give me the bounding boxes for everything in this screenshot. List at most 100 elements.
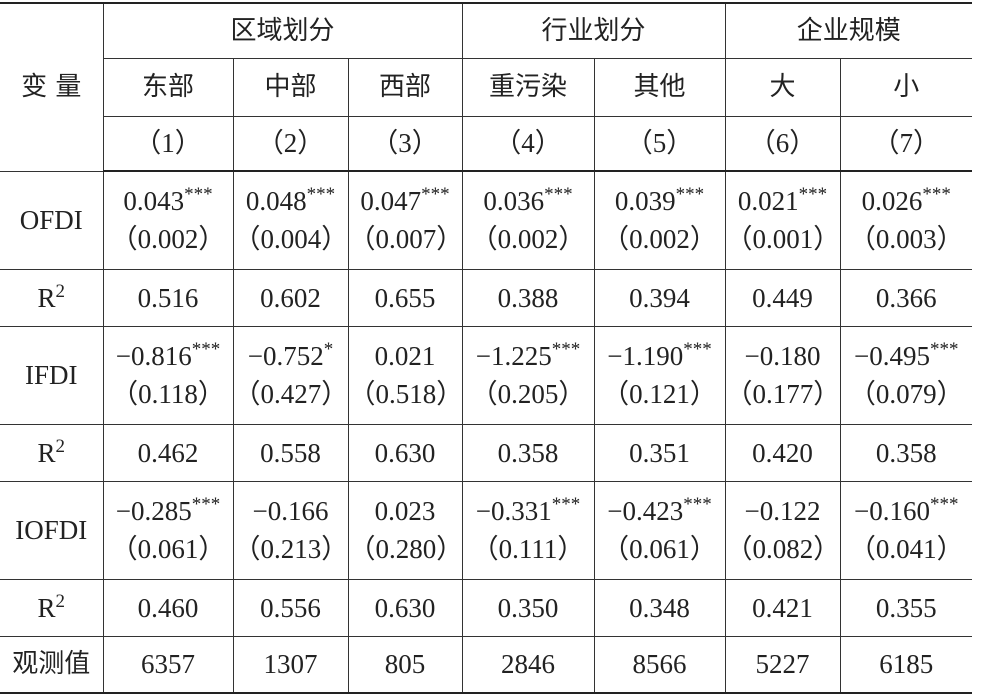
value-cell: 0.655 [347, 268, 463, 327]
coefficient: −1.190 [607, 341, 684, 371]
standard-error: （0.177） [725, 379, 841, 409]
value-cell: 8566 [593, 635, 726, 694]
subgroup-header: 小 [839, 57, 973, 117]
coef-line: −1.225*** [463, 337, 593, 375]
row-label: IOFDI [0, 480, 104, 580]
group-header: 区域划分 [102, 2, 463, 59]
coefficient: 0.048 [245, 186, 307, 217]
standard-error: （0.118） [111, 379, 225, 409]
significance: *** [184, 184, 213, 206]
coef-line: −0.752* [234, 337, 347, 375]
table-row: （1） （2） （3） （4） （5） （6） （7） [0, 115, 973, 172]
value-cell: 0.460 [102, 578, 234, 637]
coefficient: 0.021 [374, 341, 436, 371]
value-cell: 0.421 [724, 578, 841, 637]
coefficient: 0.036 [483, 186, 545, 217]
coef-cell: −0.166 （0.213） [232, 480, 349, 580]
coef-line: −0.331*** [463, 492, 593, 530]
value-cell: 2846 [461, 635, 595, 694]
coef-line: −0.285*** [104, 492, 232, 530]
subgroup-header: 中部 [232, 57, 349, 117]
value-cell: 0.388 [461, 268, 595, 327]
value-cell: 6185 [839, 635, 973, 694]
standard-error: （0.003） [848, 224, 964, 255]
coef-line: −0.495*** [841, 337, 972, 375]
coef-cell: 0.021*** （0.001） [724, 170, 841, 270]
table-row: 东部 中部 西部 重污染 其他大小 [0, 57, 973, 117]
coef-line: 0.043*** [104, 182, 232, 220]
standard-error: （0.041） [848, 534, 964, 564]
coef-line: −0.816*** [104, 337, 232, 375]
coefficient: 0.026 [861, 186, 923, 217]
standard-error: （0.007） [348, 224, 463, 255]
group-header: 企业规模 [724, 2, 973, 59]
standard-error: （0.082） [725, 534, 841, 564]
coef-cell: 0.023 （0.280） [347, 480, 463, 580]
table-row: IFDI −0.816*** （0.118） −0.752* （0.427） 0.021 （… [0, 325, 973, 425]
coef-cell: −1.225*** （0.205） [461, 325, 595, 425]
value-cell: 6357 [102, 635, 234, 694]
label-sup: 2 [55, 280, 66, 302]
coef-line: 0.021*** [726, 182, 839, 220]
label-sup: 2 [55, 435, 66, 457]
coef-line: 0.039*** [595, 182, 724, 220]
coef-line: 0.026*** [841, 182, 972, 220]
coefficient: −0.285 [115, 496, 192, 526]
coefficient: −0.160 [854, 496, 931, 526]
value-cell: 805 [347, 635, 463, 694]
label-base: R [37, 437, 56, 468]
column-number: （4） [461, 115, 595, 172]
coefficient: 0.039 [614, 186, 676, 217]
coef-cell: 0.043*** （0.002） [102, 170, 234, 270]
significance: *** [683, 339, 712, 360]
standard-error: （0.061） [602, 534, 717, 564]
table-row: R2 0.460 0.556 0.630 0.350 0.348 0.421 0.355 [0, 578, 973, 637]
coefficient: −1.225 [475, 341, 552, 371]
significance: * [323, 339, 334, 360]
value-cell: 0.355 [839, 578, 973, 637]
value-cell: 0.630 [347, 423, 463, 482]
coef-cell: −0.180 （0.177） [724, 325, 841, 425]
column-number: （3） [347, 115, 463, 172]
table-row: 变 量区域划分 行业划分 企业规模 [0, 2, 973, 172]
coef-line: 0.047*** [349, 182, 461, 220]
coefficient: −0.495 [854, 341, 931, 371]
coefficient: −0.180 [744, 341, 821, 371]
subgroup-header: 大 [724, 57, 841, 117]
row-label: R2 [0, 423, 104, 482]
coef-line: −1.190*** [595, 337, 724, 375]
row-label: OFDI [0, 170, 104, 270]
coef-cell: −0.752* （0.427） [232, 325, 349, 425]
value-cell: 0.630 [347, 578, 463, 637]
row-label: R2 [0, 268, 104, 327]
label-base: R [37, 282, 56, 313]
variable-header: 变 量 [0, 2, 104, 172]
coefficient: 0.043 [123, 186, 185, 217]
significance: *** [675, 184, 705, 206]
subgroup-header: 重污染 [461, 57, 595, 117]
coef-line: 0.021 [349, 337, 461, 375]
standard-error: （0.002） [602, 224, 717, 255]
value-cell: 0.516 [102, 268, 234, 327]
standard-error: （0.079） [848, 379, 964, 409]
subgroup-header: 西部 [347, 57, 463, 117]
coef-cell: −0.331*** （0.111） [461, 480, 595, 580]
value-cell: 0.420 [724, 423, 841, 482]
coef-cell: −1.190*** （0.121） [593, 325, 726, 425]
column-number: （7） [839, 115, 973, 172]
standard-error: （0.004） [233, 224, 348, 255]
column-number: （6） [724, 115, 841, 172]
value-cell: 1307 [232, 635, 349, 694]
coef-line: 0.048*** [234, 182, 347, 220]
coef-cell: 0.047*** （0.007） [347, 170, 463, 270]
group-header: 行业划分 [461, 2, 726, 59]
value-cell: 0.602 [232, 268, 349, 327]
standard-error: （0.121） [602, 379, 717, 409]
column-number: （5） [593, 115, 726, 172]
row-label: 观测值 [0, 635, 104, 694]
coefficient: 0.023 [374, 496, 436, 526]
coef-cell: −0.122 （0.082） [724, 480, 841, 580]
standard-error: （0.002） [110, 224, 226, 255]
coef-cell: −0.285*** （0.061） [102, 480, 234, 580]
standard-error: （0.213） [233, 534, 348, 564]
